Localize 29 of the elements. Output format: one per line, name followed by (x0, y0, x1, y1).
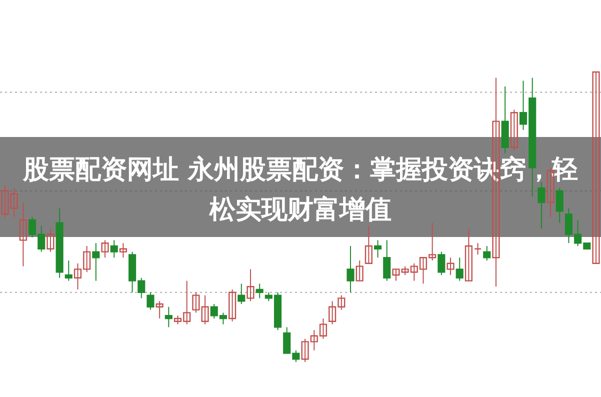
candlestick (538, 182, 546, 230)
candlestick (101, 240, 109, 258)
candlestick (483, 246, 491, 261)
candlestick (383, 240, 391, 282)
candlestick (238, 283, 246, 304)
candlestick (246, 268, 254, 302)
candlestick (156, 300, 164, 319)
candlestick (356, 260, 364, 282)
candlestick (510, 109, 518, 151)
candlestick (228, 289, 236, 322)
candlestick (446, 257, 454, 276)
candlestick (556, 188, 564, 224)
candlestick (46, 228, 54, 252)
candlestick (256, 283, 264, 299)
candlestick (474, 242, 482, 256)
candlestick (64, 260, 72, 282)
candlestick (119, 242, 127, 258)
candlestick (364, 225, 372, 264)
candlestick (110, 240, 118, 258)
candlestick (19, 202, 27, 267)
candlestick (438, 251, 446, 276)
candlestick (346, 246, 354, 293)
candlestick (146, 292, 154, 310)
candlestick (456, 257, 464, 282)
candlestick (464, 228, 472, 282)
candlestick (374, 240, 382, 258)
candlestick (92, 242, 100, 282)
candlestick (592, 71, 600, 264)
candlestick (164, 306, 172, 328)
